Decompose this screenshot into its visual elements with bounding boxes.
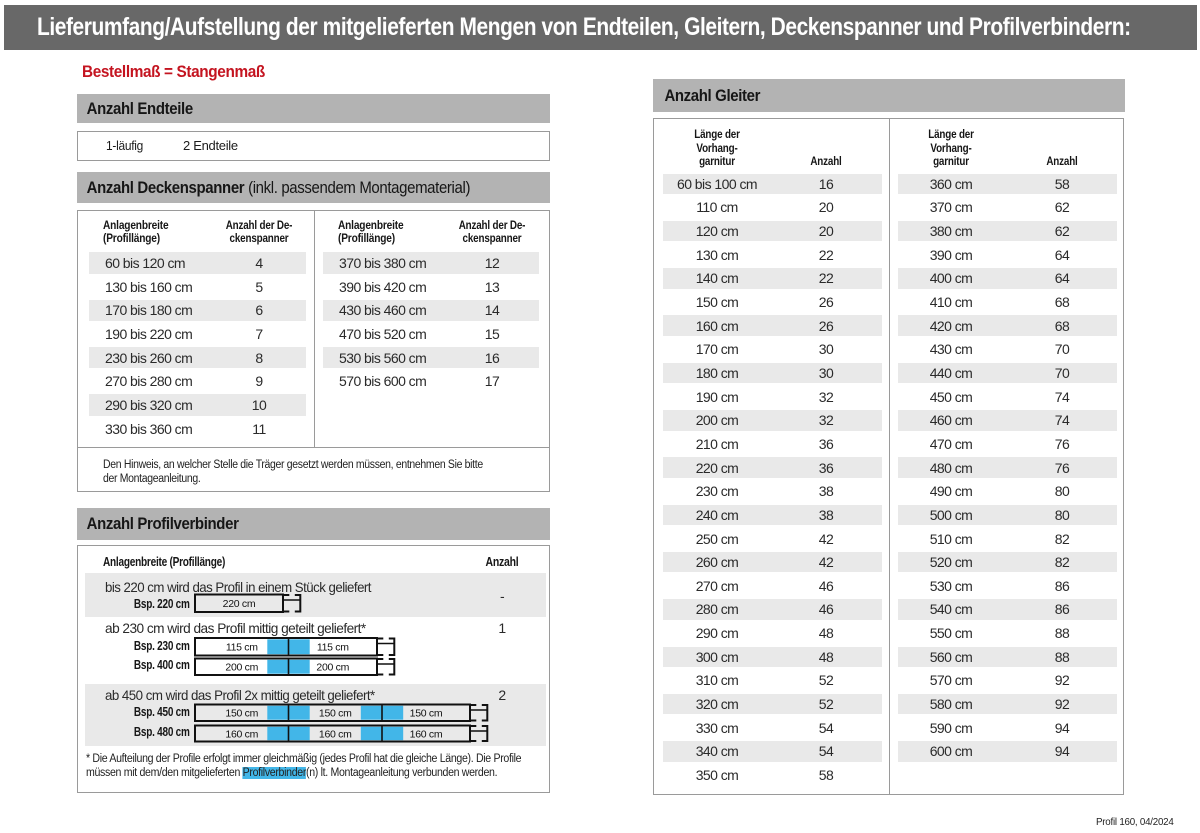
svg-text:160 cm: 160 cm [225,728,258,740]
svg-text:150 cm: 150 cm [225,708,258,720]
svg-text:220 cm: 220 cm [223,598,256,610]
svg-text:160 cm: 160 cm [319,728,352,740]
svg-text:200 cm: 200 cm [225,662,258,674]
svg-text:150 cm: 150 cm [319,708,352,720]
svg-text:200 cm: 200 cm [316,662,349,674]
svg-text:150 cm: 150 cm [410,708,443,720]
svg-text:115 cm: 115 cm [317,642,349,654]
svg-text:115 cm: 115 cm [226,642,258,654]
svg-text:160 cm: 160 cm [410,728,443,740]
